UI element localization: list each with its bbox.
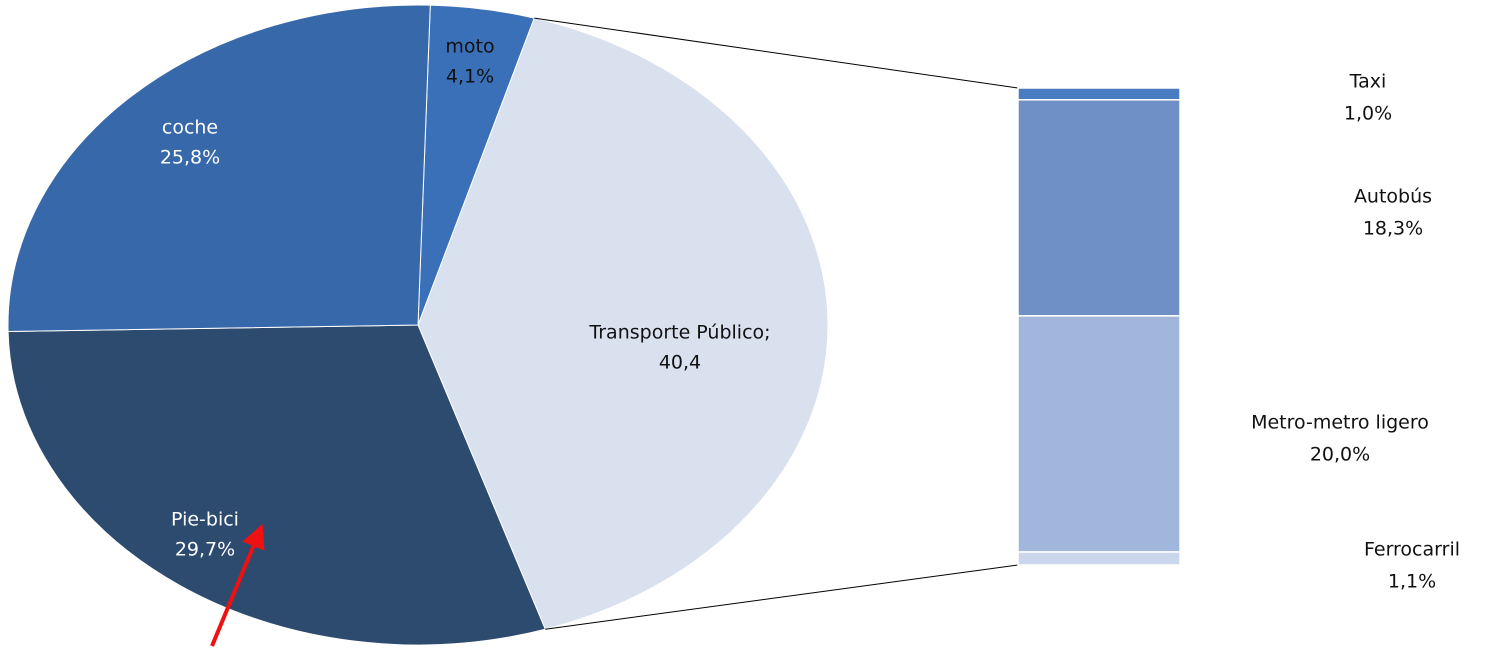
pie-slice bbox=[7, 324, 546, 646]
marks bbox=[7, 4, 1181, 646]
slice-value-label: 4,1% bbox=[446, 66, 494, 88]
slice-label: moto bbox=[445, 36, 494, 58]
bar-segment bbox=[1017, 551, 1181, 566]
slice-label: coche bbox=[162, 117, 218, 139]
bar-value-label: 20,0% bbox=[1310, 444, 1370, 466]
bar-label: Autobús bbox=[1354, 186, 1432, 208]
labels: moto 4,1% Transporte Público; 40,4 Pie-bici 2… bbox=[160, 36, 1460, 593]
slice-value-label: 25,8% bbox=[160, 147, 220, 169]
pie-slice bbox=[7, 4, 431, 332]
annotation-arrow bbox=[210, 523, 265, 647]
slice-value-label: 29,7% bbox=[175, 539, 235, 561]
pie-slice bbox=[417, 17, 829, 630]
bar-segment bbox=[1017, 99, 1181, 317]
slice-value-label: 40,4 bbox=[659, 352, 701, 374]
bar-value-label: 18,3% bbox=[1363, 218, 1423, 240]
connector-line bbox=[534, 17, 1019, 89]
bar-value-label: 1,0% bbox=[1344, 103, 1392, 125]
slice-label: Transporte Público; bbox=[588, 322, 770, 344]
bar-label: Metro-metro ligero bbox=[1251, 412, 1429, 434]
bar-label: Taxi bbox=[1349, 71, 1387, 93]
bar-segment bbox=[1017, 315, 1181, 553]
slice-label: Pie-bici bbox=[171, 509, 239, 531]
bar-segment bbox=[1017, 87, 1181, 101]
bar-label: Ferrocarril bbox=[1364, 539, 1460, 561]
connector-line bbox=[545, 564, 1019, 630]
bar-value-label: 1,1% bbox=[1388, 571, 1436, 593]
